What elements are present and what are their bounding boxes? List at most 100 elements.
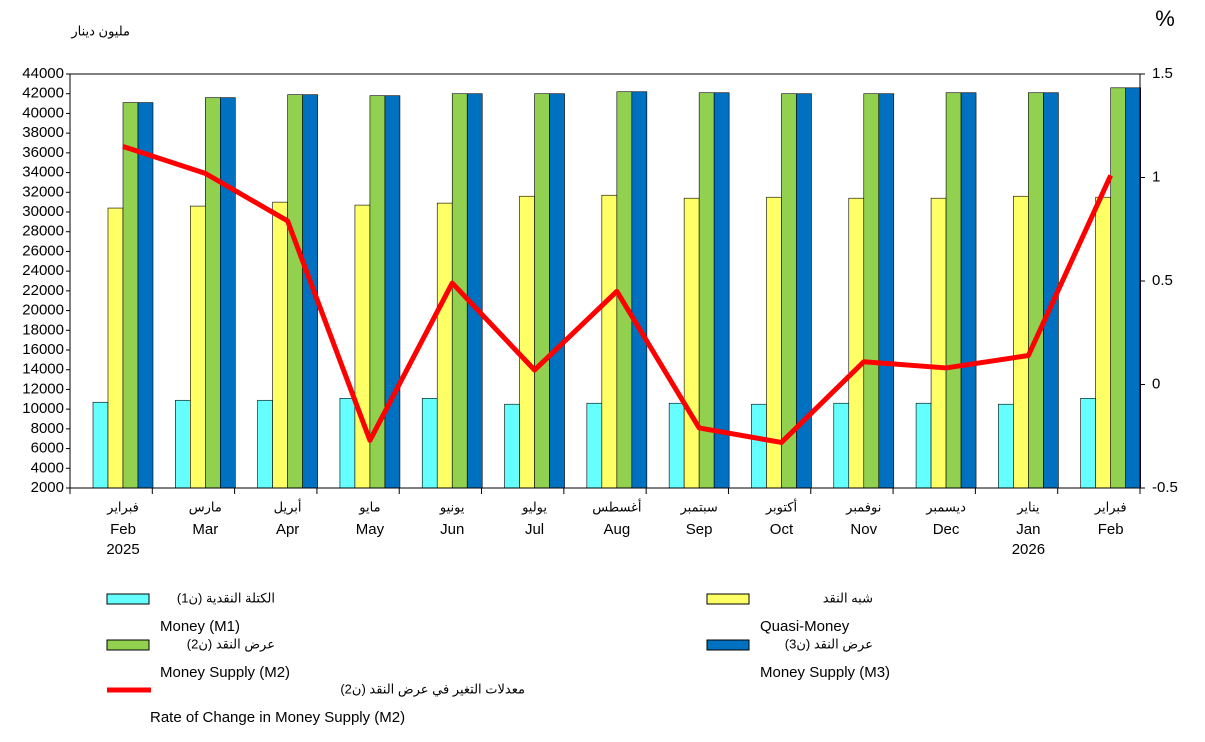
bar xyxy=(137,102,154,489)
legend-swatch xyxy=(106,593,150,605)
bar xyxy=(960,92,977,489)
y-tick-label: 32000 xyxy=(22,183,64,200)
y-tick-label: 36000 xyxy=(22,144,64,161)
bar xyxy=(601,194,618,489)
y-tick-label: 42000 xyxy=(22,85,64,102)
x-tick-label: Mar xyxy=(192,521,218,538)
x-tick-label: Jul xyxy=(525,521,544,538)
bar xyxy=(287,94,303,489)
bar xyxy=(631,91,648,489)
bar xyxy=(930,197,947,489)
x-tick-label-ar: سبتمبر xyxy=(679,499,717,515)
bar xyxy=(1125,87,1141,489)
bar xyxy=(384,95,401,489)
x-tick-label: Aug xyxy=(603,521,630,538)
bar xyxy=(436,202,453,489)
legend-label: Money (M1) xyxy=(160,618,240,635)
x-tick-label-ar: ديسمبر xyxy=(925,499,966,515)
unit-label: مليون دينار xyxy=(70,23,130,39)
bar xyxy=(466,93,483,489)
y-tick-label: 26000 xyxy=(22,242,64,259)
y-tick-label: 22000 xyxy=(22,282,64,299)
legend-swatch xyxy=(706,593,750,605)
x-tick-label: Jan xyxy=(1016,521,1040,538)
x-tick-label-ar: يونيو xyxy=(439,499,465,515)
bar xyxy=(1080,397,1096,489)
bar xyxy=(616,91,633,489)
bar xyxy=(945,92,962,489)
x-tick-label: Nov xyxy=(850,521,877,538)
bar xyxy=(175,399,191,489)
bar xyxy=(1110,87,1126,489)
bar xyxy=(863,93,880,489)
legend-label: Quasi-Money xyxy=(760,618,850,635)
legend-label: Rate of Change in Money Supply (M2) xyxy=(150,709,405,726)
x-tick-label: Apr xyxy=(276,521,299,538)
y-tick-label: 14000 xyxy=(22,361,64,378)
plot-frame xyxy=(69,73,1141,489)
bar xyxy=(504,403,520,489)
y-tick-label: 10000 xyxy=(22,400,64,417)
legend-label-ar: شبه النقد xyxy=(823,590,873,605)
bar xyxy=(122,102,139,489)
bar xyxy=(833,402,850,489)
bar xyxy=(272,201,288,489)
y-tick-label: 4000 xyxy=(31,459,64,476)
x-tick-label-ar: فبراير xyxy=(1094,499,1127,515)
bar xyxy=(586,402,603,489)
legend-label-ar: عرض النقد (ن2) xyxy=(187,636,275,652)
y-tick-label: 40000 xyxy=(22,104,64,121)
legend-label-ar: معدلات التغير في عرض النقد (ن2) xyxy=(340,681,525,697)
bar xyxy=(205,97,221,489)
y-tick-label: 30000 xyxy=(22,203,64,220)
x-tick-year: 2025 xyxy=(106,541,139,558)
legend-swatch xyxy=(106,639,150,651)
y-tick-label: 24000 xyxy=(22,262,64,279)
bar xyxy=(257,399,273,489)
bar xyxy=(190,205,206,489)
x-tick-label: Oct xyxy=(770,521,794,538)
bar xyxy=(1028,92,1044,489)
bar xyxy=(421,397,438,489)
x-tick-label: Dec xyxy=(933,521,960,538)
x-tick-label-ar: يوليو xyxy=(521,499,547,515)
x-tick-label: Feb xyxy=(110,521,136,538)
x-tick-label: Feb xyxy=(1098,521,1124,538)
y2-tick-label: -0.5 xyxy=(1152,479,1178,496)
y-tick-label: 34000 xyxy=(22,164,64,181)
legend-label: Money Supply (M3) xyxy=(760,664,890,681)
y-tick-label: 2000 xyxy=(31,479,64,496)
legend-label: Money Supply (M2) xyxy=(160,664,290,681)
line xyxy=(122,144,1113,445)
bar xyxy=(354,204,371,489)
bar xyxy=(92,401,109,489)
bar xyxy=(683,197,700,489)
bar xyxy=(107,207,124,489)
bar xyxy=(220,97,236,489)
bar xyxy=(668,402,685,489)
bar xyxy=(848,197,865,489)
x-tick-label-ar: مارس xyxy=(189,499,222,515)
x-tick-label-ar: أكتوبر xyxy=(765,498,797,515)
y2-tick-label: 1.5 xyxy=(1152,65,1173,82)
bar xyxy=(751,403,767,489)
x-tick-label-ar: أبريل xyxy=(274,498,302,515)
y-tick-label: 20000 xyxy=(22,302,64,319)
bar xyxy=(519,195,535,489)
y2-unit-label: % xyxy=(1155,6,1175,31)
x-tick-label-ar: يناير xyxy=(1016,499,1040,515)
x-tick-label-ar: نوفمبر xyxy=(845,499,881,515)
bar xyxy=(1095,196,1111,489)
x-tick-label: Jun xyxy=(440,521,464,538)
x-tick-label-ar: أغسطس xyxy=(592,498,641,515)
y2-tick-label: 1 xyxy=(1152,168,1160,185)
legend-swatch xyxy=(706,639,750,651)
y-tick-label: 6000 xyxy=(31,440,64,457)
y-tick-label: 38000 xyxy=(22,124,64,141)
x-tick-label-ar: فبراير xyxy=(106,499,139,515)
y-tick-label: 16000 xyxy=(22,341,64,358)
y2-tick-label: 0.5 xyxy=(1152,272,1173,289)
y-tick-label: 18000 xyxy=(22,321,64,338)
legend-label-ar: عرض النقد (ن3) xyxy=(785,636,873,652)
